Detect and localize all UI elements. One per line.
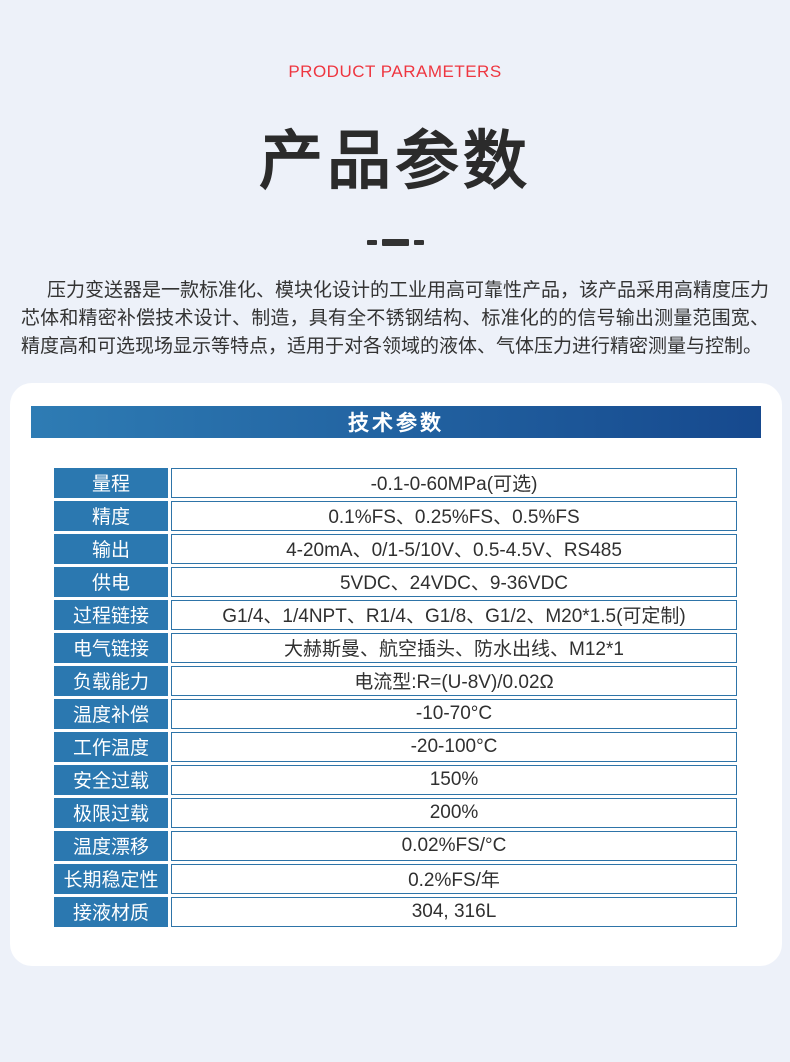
spec-label: 温度漂移 bbox=[54, 830, 168, 861]
spec-value: 5VDC、24VDC、9-36VDC bbox=[171, 566, 737, 597]
spec-value: 4-20mA、0/1-5/10V、0.5-4.5V、RS485 bbox=[171, 533, 737, 564]
spec-value: -10-70°C bbox=[171, 698, 737, 729]
spec-value: 0.2%FS/年 bbox=[171, 863, 737, 894]
spec-value: 电流型:R=(U-8V)/0.02Ω bbox=[171, 665, 737, 696]
spec-label: 精度 bbox=[54, 500, 168, 531]
divider-dash-icon bbox=[413, 240, 424, 246]
spec-label: 温度补偿 bbox=[54, 698, 168, 729]
spec-value: G1/4、1/4NPT、R1/4、G1/8、G1/2、M20*1.5(可定制) bbox=[171, 599, 737, 630]
spec-label: 供电 bbox=[54, 566, 168, 597]
spec-label: 安全过载 bbox=[54, 764, 168, 795]
spec-value: 304, 316L bbox=[171, 896, 737, 927]
spec-table: 量程 -0.1-0-60MPa(可选) 精度 0.1%FS、0.25%FS、0.5%F… bbox=[54, 467, 737, 927]
spec-value: 150% bbox=[171, 764, 737, 795]
spec-value: 大赫斯曼、航空插头、防水出线、M12*1 bbox=[171, 632, 737, 663]
spec-value: 200% bbox=[171, 797, 737, 828]
spec-label: 接液材质 bbox=[54, 896, 168, 927]
tech-params-card: 技术参数 量程 -0.1-0-60MPa(可选) 精度 0.1%FS、0.25%FS、… bbox=[10, 382, 782, 966]
spec-label: 过程链接 bbox=[54, 599, 168, 630]
product-description: 压力变送器是一款标准化、模块化设计的工业用高可靠性产品，该产品采用高精度压力芯体… bbox=[21, 279, 770, 357]
title-divider bbox=[0, 239, 790, 247]
spec-value: -20-100°C bbox=[171, 731, 737, 762]
page-title: 产品参数 bbox=[259, 125, 531, 197]
divider-dash-icon bbox=[381, 239, 409, 247]
spec-label: 负载能力 bbox=[54, 665, 168, 696]
spec-value: 0.1%FS、0.25%FS、0.5%FS bbox=[171, 500, 737, 531]
spec-label: 输出 bbox=[54, 533, 168, 564]
spec-label: 工作温度 bbox=[54, 731, 168, 762]
spec-value: 0.02%FS/°C bbox=[171, 830, 737, 861]
spec-label: 量程 bbox=[54, 467, 168, 498]
spec-label: 电气链接 bbox=[54, 632, 168, 663]
spec-label: 长期稳定性 bbox=[54, 863, 168, 894]
spec-label: 极限过载 bbox=[54, 797, 168, 828]
spec-value: -0.1-0-60MPa(可选) bbox=[171, 467, 737, 498]
divider-dash-icon bbox=[366, 240, 377, 246]
section-eyebrow: PRODUCT PARAMETERS bbox=[288, 62, 502, 81]
tech-params-header: 技术参数 bbox=[31, 405, 761, 438]
